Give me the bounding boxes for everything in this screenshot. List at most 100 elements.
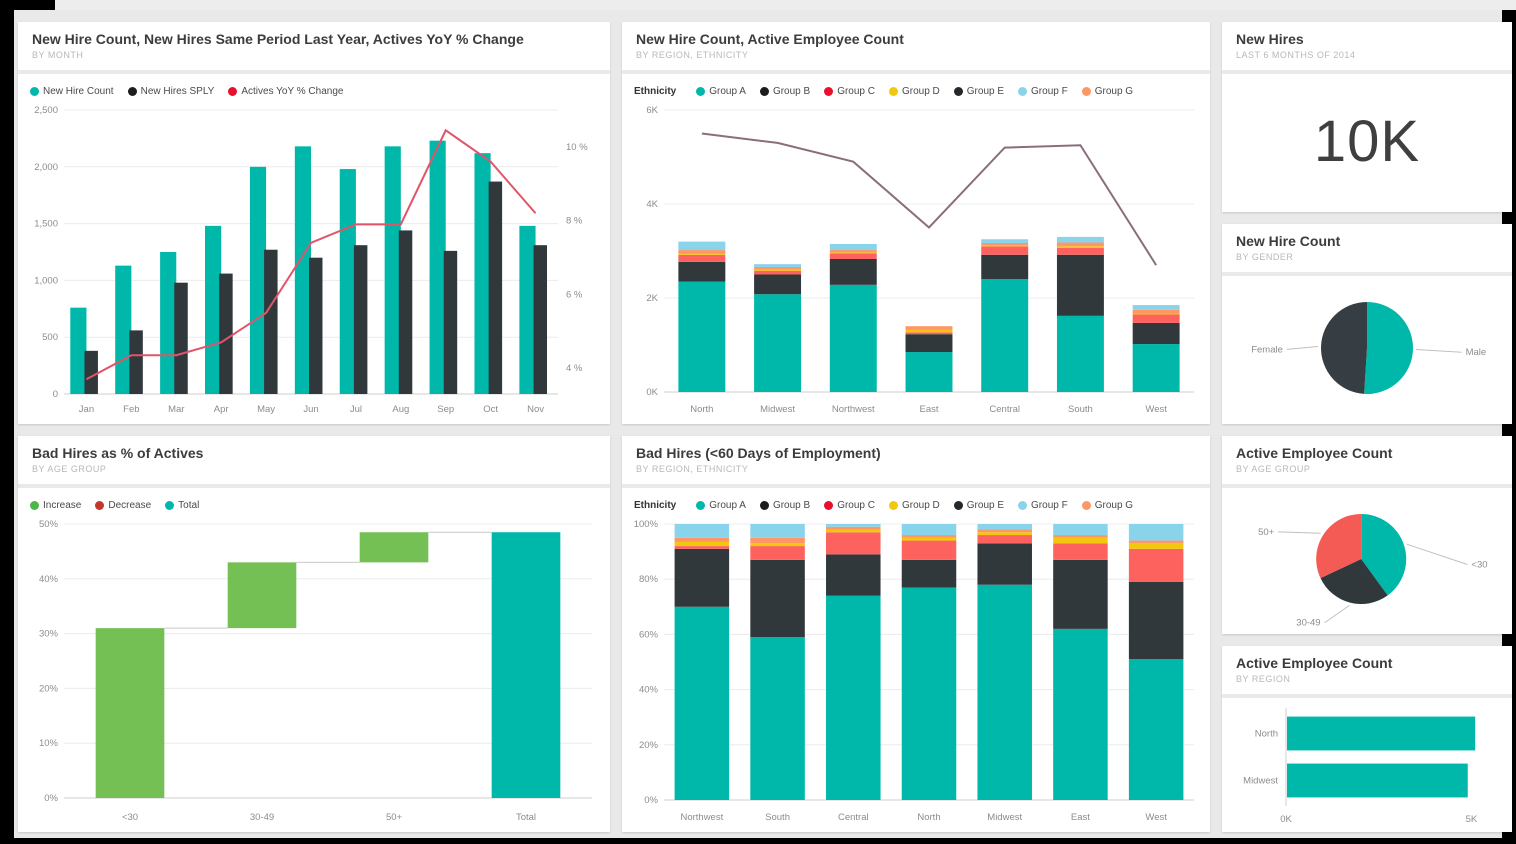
svg-text:Male: Male	[1466, 347, 1487, 358]
legend-label: Group G	[1094, 85, 1134, 97]
legend-color-dot	[953, 86, 963, 96]
svg-text:50+: 50+	[386, 812, 403, 823]
tile-title: Bad Hires (<60 Days of Employment)	[636, 445, 881, 461]
svg-text:0%: 0%	[644, 795, 658, 806]
legend-item[interactable]: Group D	[888, 86, 940, 97]
svg-text:Feb: Feb	[123, 404, 139, 415]
legend-item[interactable]: Group B	[759, 499, 811, 511]
svg-text:East: East	[1071, 812, 1090, 823]
tile-new-hires-kpi[interactable]: New Hires LAST 6 MONTHS OF 2014 10K	[1222, 22, 1512, 212]
tile-count-by-region-ethnicity[interactable]: New Hire Count, Active Employee Count BY…	[622, 22, 1210, 424]
legend-label: Decrease	[108, 499, 152, 511]
legend-label: New Hires SPLY	[140, 85, 215, 97]
tile-subtitle: BY MONTH	[32, 50, 84, 60]
legend-label: Group F	[1031, 499, 1068, 511]
svg-text:40%: 40%	[639, 685, 659, 696]
legend-color-dot	[1018, 86, 1028, 96]
tile-subtitle: BY AGE GROUP	[1236, 464, 1311, 474]
tile-new-hires-by-month[interactable]: New Hire Count, New Hires Same Period La…	[18, 22, 610, 424]
legend-label: Actives YoY % Change	[241, 85, 344, 97]
legend-item[interactable]: New Hire Count	[30, 86, 114, 97]
legend-item[interactable]: Decrease	[95, 500, 151, 511]
svg-text:West: West	[1145, 812, 1167, 823]
stacked-100-chart[interactable]: 0% 20% 40% 60% 80% 100% Northwest South Central N…	[622, 514, 1210, 828]
legend-item[interactable]: Group G	[1081, 85, 1134, 97]
age-pie-chart[interactable]: <30 30-49 50+	[1222, 488, 1512, 630]
svg-text:80%: 80%	[639, 574, 659, 585]
tile-new-hire-count-gender[interactable]: New Hire Count BY GENDER Male Female	[1222, 224, 1512, 424]
svg-text:Aug: Aug	[392, 404, 409, 415]
legend-item[interactable]: Group B	[759, 86, 810, 97]
tile-title: New Hire Count	[1236, 233, 1341, 249]
legend-item[interactable]: Group C	[824, 86, 875, 97]
gender-pie-chart[interactable]: Male Female	[1222, 276, 1512, 420]
legend-label: Group E	[966, 499, 1005, 511]
legend-item[interactable]: Group G	[1081, 500, 1133, 511]
legend-color-dot	[888, 86, 898, 96]
svg-text:0K: 0K	[646, 387, 658, 398]
svg-text:May: May	[257, 404, 275, 415]
legend-item[interactable]: Group F	[1018, 86, 1068, 97]
legend-item[interactable]: New Hires SPLY	[127, 85, 215, 97]
svg-text:1,000: 1,000	[34, 275, 58, 286]
legend-label: Group E	[966, 85, 1005, 97]
legend-item[interactable]: Group D	[888, 499, 940, 511]
region-hbar-chart[interactable]: North Midwest 0K 5K	[1222, 698, 1512, 828]
legend-item[interactable]: Group A	[696, 86, 746, 97]
legend-item[interactable]: Actives YoY % Change	[228, 86, 343, 97]
tile-subtitle: BY REGION	[1236, 674, 1291, 684]
legend-item[interactable]: Total	[165, 500, 199, 511]
svg-text:West: West	[1145, 404, 1167, 415]
waterfall-chart[interactable]: 0% 10% 20% 30% 40% 50% <30 30-49 50+ Total	[18, 514, 610, 828]
legend-item[interactable]: Increase	[30, 500, 81, 511]
kpi-body: 10K	[1222, 74, 1512, 208]
tile-subtitle: LAST 6 MONTHS OF 2014	[1236, 50, 1356, 60]
legend-item[interactable]: Group E	[953, 499, 1005, 511]
legend-title: Ethnicity	[634, 499, 677, 511]
svg-text:100%: 100%	[634, 519, 659, 530]
svg-text:0K: 0K	[1280, 814, 1292, 825]
svg-text:Midwest: Midwest	[987, 812, 1022, 823]
legend-color-dot	[1081, 86, 1091, 96]
legend-color-dot	[127, 86, 137, 96]
svg-text:30-49: 30-49	[250, 812, 274, 823]
tile-header: New Hire Count BY GENDER	[1222, 224, 1512, 276]
tile-active-count-region[interactable]: Active Employee Count BY REGION North Mid…	[1222, 646, 1512, 832]
svg-text:Female: Female	[1251, 344, 1283, 355]
legend-color-dot	[824, 500, 834, 510]
legend-color-dot	[30, 86, 39, 96]
svg-text:8 %: 8 %	[566, 216, 583, 227]
legend-item[interactable]: Group F	[1018, 500, 1068, 511]
tile-header: Active Employee Count BY REGION	[1222, 646, 1512, 698]
tile-active-count-age[interactable]: Active Employee Count BY AGE GROUP <30 30…	[1222, 436, 1512, 634]
top-strip	[55, 0, 1516, 10]
svg-text:60%: 60%	[639, 629, 659, 640]
legend-item[interactable]: Group C	[824, 500, 875, 511]
chart-legend: New Hire Count New Hires SPLY Actives YoY …	[18, 74, 610, 100]
tile-subtitle: BY GENDER	[1236, 252, 1294, 262]
svg-text:Jun: Jun	[303, 404, 318, 415]
chart-legend: Ethnicity Group A Group B Group C Group D Gro…	[622, 74, 1210, 100]
legend-label: Increase	[43, 499, 82, 511]
svg-text:Northwest: Northwest	[680, 812, 723, 823]
legend-color-dot	[95, 500, 105, 510]
tile-bad-hires-60days[interactable]: Bad Hires (<60 Days of Employment) BY RE…	[622, 436, 1210, 832]
tile-bad-hires-pct-actives[interactable]: Bad Hires as % of Actives BY AGE GROUP I…	[18, 436, 610, 832]
tile-title: New Hire Count, Active Employee Count	[636, 31, 904, 47]
legend-label: Group B	[772, 499, 811, 511]
svg-text:1,500: 1,500	[34, 219, 58, 230]
legend-item[interactable]: Group A	[696, 500, 746, 511]
tile-header: New Hires LAST 6 MONTHS OF 2014	[1222, 22, 1512, 74]
stacked-bar-line-chart[interactable]: 0K 2K 4K 6K North Midwest Northwest East Central…	[622, 100, 1210, 420]
legend-item[interactable]: Group E	[953, 85, 1005, 97]
svg-text:North: North	[690, 404, 713, 415]
legend-color-dot	[1081, 500, 1091, 510]
svg-text:South: South	[1068, 404, 1093, 415]
tile-subtitle: BY AGE GROUP	[32, 464, 107, 474]
svg-text:30-49: 30-49	[1296, 618, 1320, 629]
tile-header: Bad Hires (<60 Days of Employment) BY RE…	[622, 436, 1210, 488]
tile-header: New Hire Count, Active Employee Count BY…	[622, 22, 1210, 74]
combo-chart[interactable]: 0 500 1,000 1,500 2,000 2,500 Jan Feb Mar Apr May J…	[18, 100, 610, 420]
legend-label: Group D	[901, 499, 940, 511]
svg-text:Midwest: Midwest	[1243, 776, 1278, 787]
